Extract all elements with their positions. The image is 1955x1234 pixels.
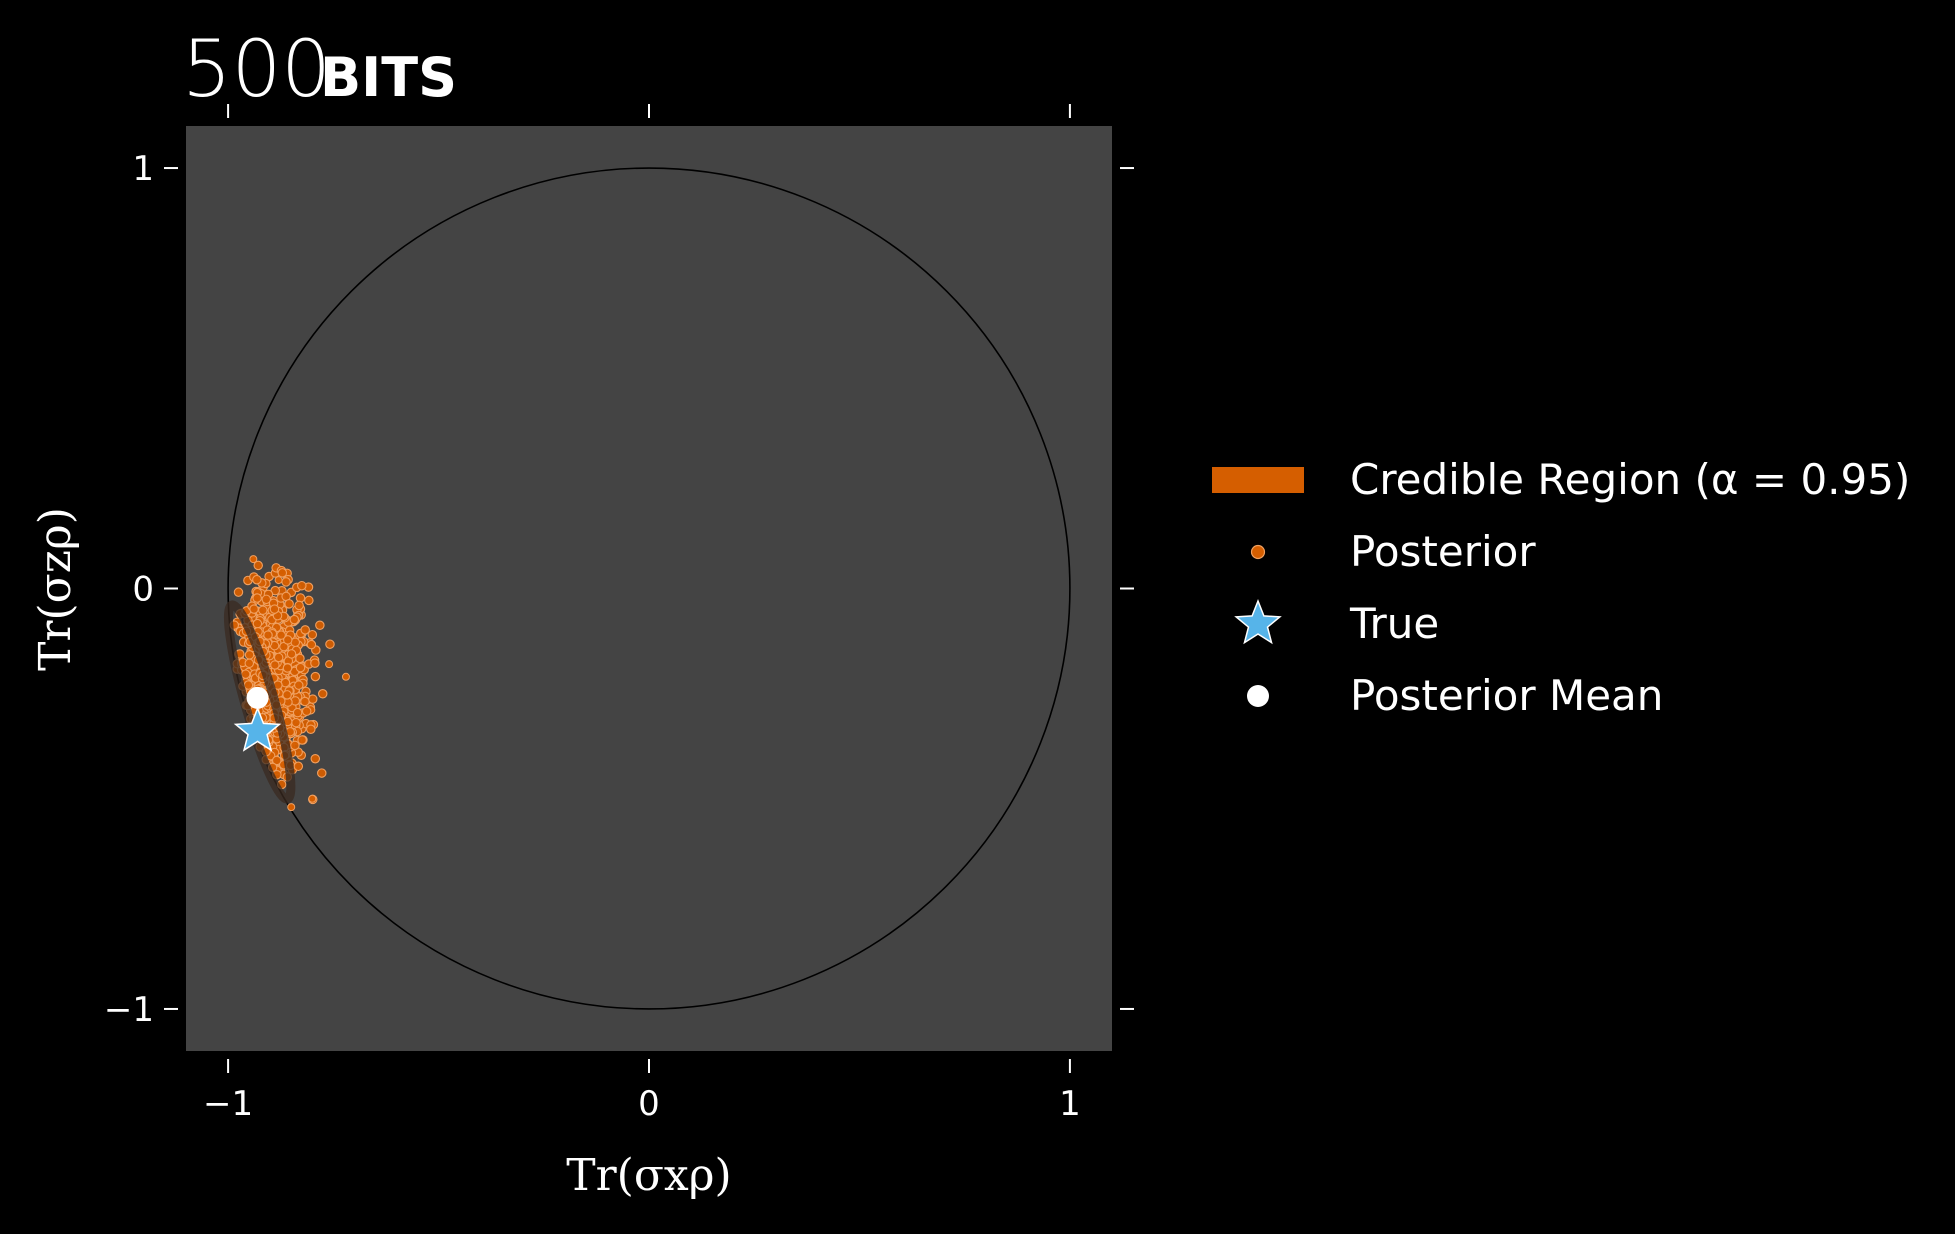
posterior-sample-point [273, 652, 284, 663]
legend-star-swatch [1234, 598, 1282, 645]
posterior-sample-point [276, 630, 286, 640]
posterior-sample-point [244, 650, 255, 660]
y-tick-label: 0 [132, 570, 154, 610]
y-tick-label: 1 [132, 149, 154, 189]
legend-circle-swatch [1247, 685, 1269, 707]
posterior-sample-point [244, 658, 255, 669]
posterior-sample-point [294, 680, 304, 690]
posterior-sample-point [295, 662, 306, 673]
y-axis-label: Tr(σzρ) [30, 507, 81, 671]
posterior-sample-point [310, 658, 320, 668]
legend: Credible Region (α = 0.95) Posterior True P… [1212, 455, 1910, 720]
posterior-sample-point [252, 574, 262, 585]
posterior-sample-point [282, 690, 292, 700]
posterior-sample-point [243, 680, 254, 690]
posterior-sample-point [293, 761, 304, 772]
title-number: 500 [182, 25, 331, 115]
x-axis-label: Tr(σxρ) [566, 1150, 731, 1201]
legend-label: Posterior Mean [1350, 671, 1663, 720]
axis-ticks: −1 0 1 −1 0 1 [104, 104, 1134, 1124]
posterior-sample-point [269, 604, 280, 614]
posterior-sample-point [274, 576, 283, 585]
posterior-sample-point [300, 696, 310, 707]
posterior-sample-point [307, 629, 318, 640]
posterior-sample-point [272, 755, 282, 766]
posterior-sample-point [308, 794, 317, 803]
legend-item: Posterior Mean [1247, 671, 1663, 720]
posterior-sample-point [294, 600, 304, 611]
legend-band-swatch [1212, 467, 1304, 493]
posterior-sample-point [292, 707, 303, 718]
posterior-sample-point [263, 630, 273, 640]
y-tick-label: −1 [104, 990, 154, 1030]
posterior-sample-point [315, 620, 325, 631]
legend-dot-swatch [1250, 544, 1266, 560]
legend-item: Posterior [1250, 527, 1536, 576]
posterior-sample-point [325, 660, 334, 669]
posterior-sample-point [297, 580, 307, 591]
legend-label: Posterior [1350, 527, 1536, 576]
posterior-sample-point [297, 735, 307, 745]
x-tick-label: −1 [203, 1084, 253, 1124]
x-tick-label: 0 [638, 1084, 660, 1124]
posterior-sample-point [325, 639, 335, 649]
posterior-sample-point [240, 669, 251, 679]
posterior-sample-point [277, 568, 288, 578]
posterior-sample-point [282, 635, 293, 645]
legend-item: True [1234, 598, 1439, 648]
posterior-sample-point [286, 649, 297, 659]
posterior-sample-point [233, 587, 244, 597]
posterior-sample-point [252, 593, 262, 603]
plot-area: −1 0 1 −1 0 1 [104, 104, 1134, 1124]
posterior-sample-point [295, 653, 305, 664]
title-unit: BITS [320, 46, 457, 109]
posterior-sample-point [301, 706, 312, 717]
posterior-sample-point [291, 717, 301, 728]
plot-background [186, 126, 1112, 1051]
posterior-sample-point [310, 671, 321, 682]
posterior-sample-point [300, 625, 310, 635]
credible-region [223, 600, 296, 804]
posterior-sample-point [249, 604, 259, 614]
posterior-sample-point [253, 560, 263, 571]
posterior-sample-point [341, 672, 350, 681]
posterior-sample-point [317, 768, 327, 778]
posterior-sample-point [258, 605, 268, 616]
posterior-sample-point [289, 614, 300, 625]
legend-label: Credible Region (α = 0.95) [1350, 455, 1910, 504]
true-state-star [233, 706, 282, 752]
posterior-sample-point [304, 595, 314, 606]
bloch-unit-circle [227, 167, 1071, 1010]
posterior-sample-point [281, 577, 291, 587]
posterior-sample-point [290, 740, 300, 751]
posterior-sample-point [270, 660, 280, 670]
posterior-sample-point [287, 803, 296, 812]
x-tick-label: 1 [1059, 1084, 1081, 1124]
posterior-sample-point [261, 594, 272, 605]
legend-item: Credible Region (α = 0.95) [1212, 455, 1910, 504]
posterior-sample-point [310, 753, 321, 764]
posterior-sample-point [306, 639, 317, 650]
posterior-mean-marker [246, 686, 269, 709]
posterior-sample-point [284, 599, 294, 609]
legend-label: True [1349, 599, 1439, 648]
posterior-sample-point [306, 724, 316, 735]
posterior-sample-point [252, 618, 263, 629]
posterior-sample-point [317, 689, 328, 699]
posterior-sample-point [249, 555, 258, 564]
posterior-sample-point [282, 663, 293, 673]
